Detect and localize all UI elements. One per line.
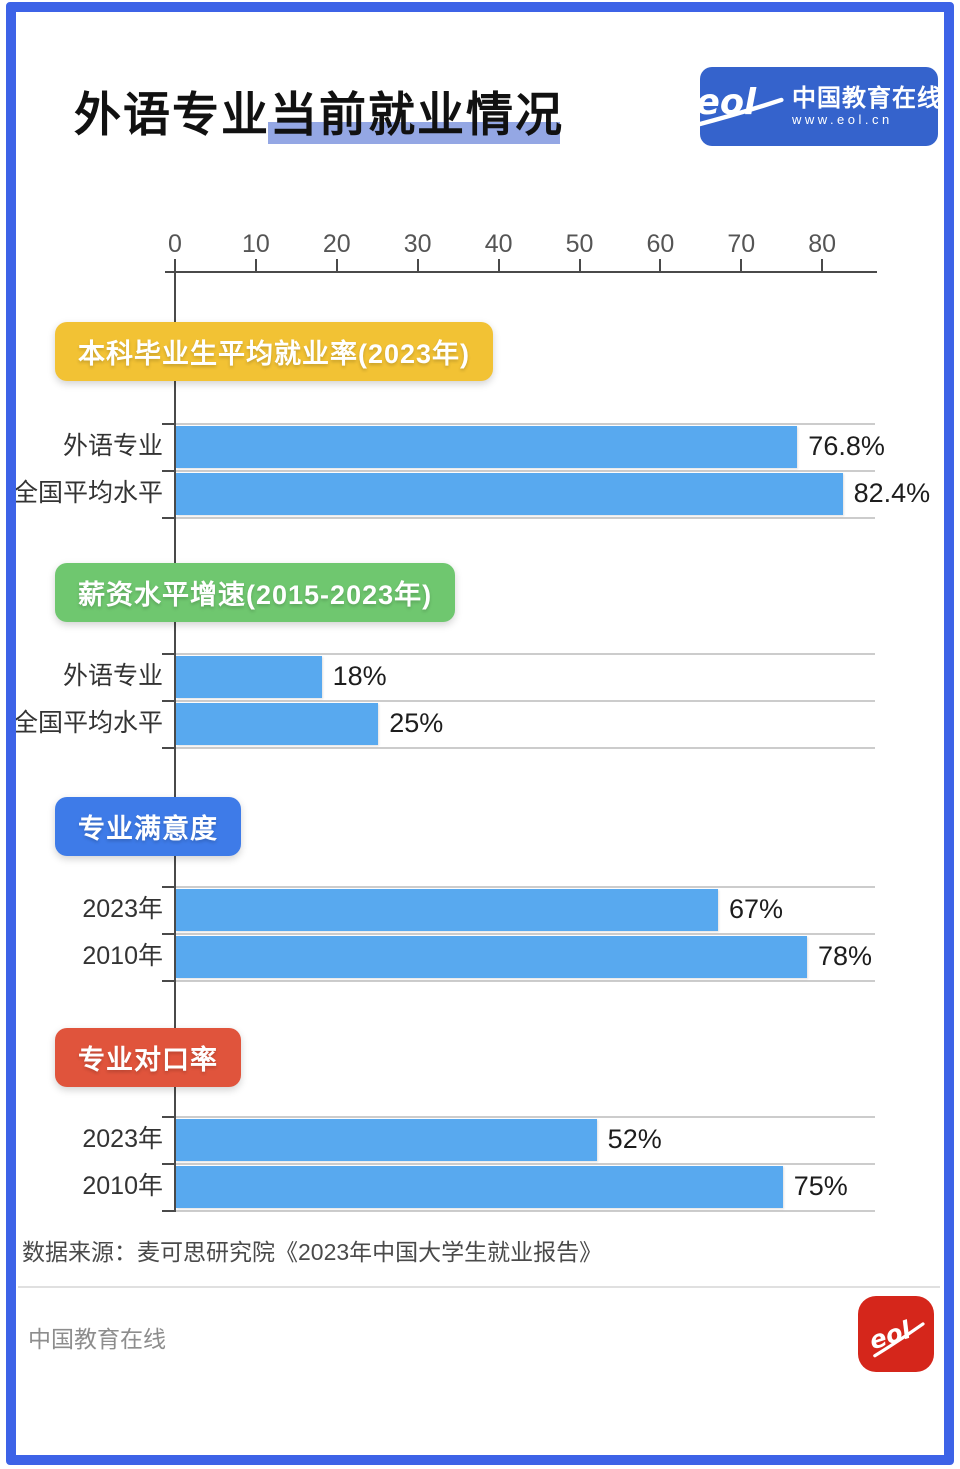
title-highlight-bar — [268, 122, 560, 144]
section-badge: 本科毕业生平均就业率(2023年) — [55, 322, 494, 381]
bar-row: 全国平均水平 25% — [13, 700, 935, 747]
bar-value: 82.4% — [853, 478, 931, 508]
axis-row-tick — [162, 1210, 175, 1212]
axis-tick-label: 80 — [808, 230, 837, 258]
row-separator — [175, 1116, 875, 1118]
data-source-note: 数据来源：麦可思研究院《2023年中国大学生就业报告》 — [22, 1239, 603, 1265]
page-title: 外语专业当前就业情况 — [74, 88, 564, 141]
bar — [176, 1166, 783, 1208]
bar-value: 76.8% — [808, 431, 885, 461]
bar-value: 25% — [389, 708, 444, 738]
bar-label: 2010年 — [82, 942, 163, 970]
bar-row: 2010年 78% — [82, 933, 935, 980]
axis-row-tick — [162, 423, 175, 425]
axis-tick-mark — [659, 259, 662, 272]
bar-row: 外语专业 76.8% — [63, 423, 935, 470]
axis-line-vertical — [174, 259, 176, 1212]
axis-row-tick — [162, 886, 175, 888]
bar — [176, 473, 843, 515]
axis-tick-label: 60 — [646, 230, 675, 258]
eol-logo-red: eol — [858, 1296, 934, 1372]
row-separator — [175, 886, 875, 888]
axis-tick-label: 30 — [403, 230, 432, 258]
row-separator — [175, 700, 875, 702]
bar-label: 外语专业 — [62, 432, 163, 460]
row-separator — [175, 1210, 875, 1212]
axis-tick-mark — [497, 259, 500, 272]
axis-tick-mark — [416, 259, 419, 272]
axis-row-tick — [162, 653, 175, 655]
row-separator — [175, 423, 875, 425]
bar-value: 67% — [729, 894, 784, 924]
eol-logo-red-icon: eol — [866, 1315, 925, 1358]
axis-line-horizontal — [165, 271, 877, 273]
bar-label: 2023年 — [82, 895, 163, 923]
eol-logo-icon: eol — [696, 82, 784, 127]
axis-tick-label: 70 — [727, 230, 756, 258]
bar-row: 2010年 75% — [82, 1163, 935, 1210]
bar — [176, 889, 719, 931]
row-separator — [175, 933, 875, 935]
bar — [176, 936, 808, 978]
axis-tick-mark — [578, 259, 581, 272]
axis-row-tick — [162, 1116, 175, 1118]
section-badge: 专业对口率 — [55, 1028, 241, 1087]
footer-divider — [18, 1286, 940, 1288]
bar-label: 全国平均水平 — [12, 479, 163, 507]
bar — [176, 426, 798, 468]
bar — [176, 656, 322, 698]
section-badge: 薪资水平增速(2015-2023年) — [55, 563, 456, 622]
bar-label: 2010年 — [82, 1172, 163, 1200]
bar-row: 全国平均水平 82.4% — [13, 470, 935, 517]
bar-value: 18% — [332, 661, 387, 691]
axis-row-tick — [162, 700, 175, 702]
row-separator — [175, 747, 875, 749]
row-separator — [175, 517, 875, 519]
bar-value: 52% — [607, 1124, 662, 1154]
axis-tick-mark — [740, 259, 743, 272]
bar-label: 外语专业 — [62, 662, 163, 690]
bar-label: 2023年 — [82, 1125, 163, 1153]
bar-label: 全国平均水平 — [12, 709, 163, 737]
eol-logo-name: 中国教育在线 — [792, 85, 942, 113]
axis-tick-label: 10 — [241, 230, 270, 258]
bar-row: 外语专业 18% — [63, 653, 935, 700]
eol-logo: eol 中国教育在线 www.eol.cn — [696, 67, 941, 146]
axis-row-tick — [162, 747, 175, 749]
bar-value: 78% — [818, 941, 873, 971]
row-separator — [175, 980, 875, 982]
bar-value: 75% — [793, 1171, 848, 1201]
bar-row: 2023年 67% — [82, 886, 935, 933]
axis-row-tick — [162, 980, 175, 982]
axis-tick-mark — [254, 259, 257, 272]
row-separator — [175, 653, 875, 655]
section-badge: 专业满意度 — [55, 797, 241, 856]
axis-tick-label: 0 — [168, 230, 182, 258]
axis-tick-mark — [821, 259, 824, 272]
axis-row-tick — [162, 470, 175, 472]
axis-tick-label: 20 — [322, 230, 351, 258]
axis-tick-label: 50 — [565, 230, 594, 258]
bar-row: 2023年 52% — [82, 1116, 935, 1163]
axis-row-tick — [162, 517, 175, 519]
axis-row-tick — [162, 1163, 175, 1165]
bar — [176, 1119, 597, 1161]
eol-logo-url: www.eol.cn — [792, 112, 893, 128]
footer-brand: 中国教育在线 — [28, 1326, 166, 1352]
row-separator — [175, 470, 875, 472]
bar — [176, 703, 379, 745]
axis-row-tick — [162, 933, 175, 935]
row-separator — [175, 1163, 875, 1165]
axis-tick-label: 40 — [484, 230, 513, 258]
axis-tick-mark — [335, 259, 338, 272]
